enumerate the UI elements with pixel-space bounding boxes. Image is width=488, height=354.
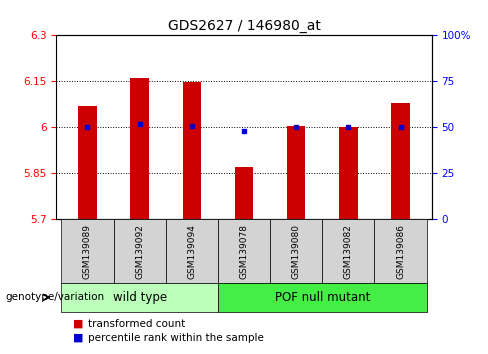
Text: POF null mutant: POF null mutant bbox=[275, 291, 370, 304]
Bar bbox=[78, 106, 97, 219]
Text: ■: ■ bbox=[73, 319, 84, 329]
Text: GSM139082: GSM139082 bbox=[344, 224, 353, 279]
Bar bbox=[287, 126, 305, 219]
Text: GSM139092: GSM139092 bbox=[135, 224, 144, 279]
Title: GDS2627 / 146980_at: GDS2627 / 146980_at bbox=[167, 19, 321, 33]
Bar bbox=[374, 219, 427, 283]
Text: percentile rank within the sample: percentile rank within the sample bbox=[88, 333, 264, 343]
Bar bbox=[114, 219, 166, 283]
Bar bbox=[218, 283, 427, 312]
Bar bbox=[235, 167, 253, 219]
Text: genotype/variation: genotype/variation bbox=[5, 292, 104, 302]
Bar bbox=[339, 126, 358, 219]
Text: GSM139094: GSM139094 bbox=[187, 224, 196, 279]
Bar bbox=[270, 219, 322, 283]
Bar bbox=[218, 219, 270, 283]
Bar bbox=[61, 283, 218, 312]
Bar bbox=[183, 82, 201, 219]
Text: GSM139078: GSM139078 bbox=[240, 224, 248, 279]
Bar bbox=[391, 103, 410, 219]
Bar bbox=[166, 219, 218, 283]
Text: GSM139080: GSM139080 bbox=[292, 224, 301, 279]
Text: ■: ■ bbox=[73, 333, 84, 343]
Text: GSM139089: GSM139089 bbox=[83, 224, 92, 279]
Bar bbox=[130, 78, 149, 219]
Text: wild type: wild type bbox=[113, 291, 167, 304]
Text: GSM139086: GSM139086 bbox=[396, 224, 405, 279]
Bar bbox=[61, 219, 114, 283]
Bar bbox=[322, 219, 374, 283]
Text: transformed count: transformed count bbox=[88, 319, 185, 329]
